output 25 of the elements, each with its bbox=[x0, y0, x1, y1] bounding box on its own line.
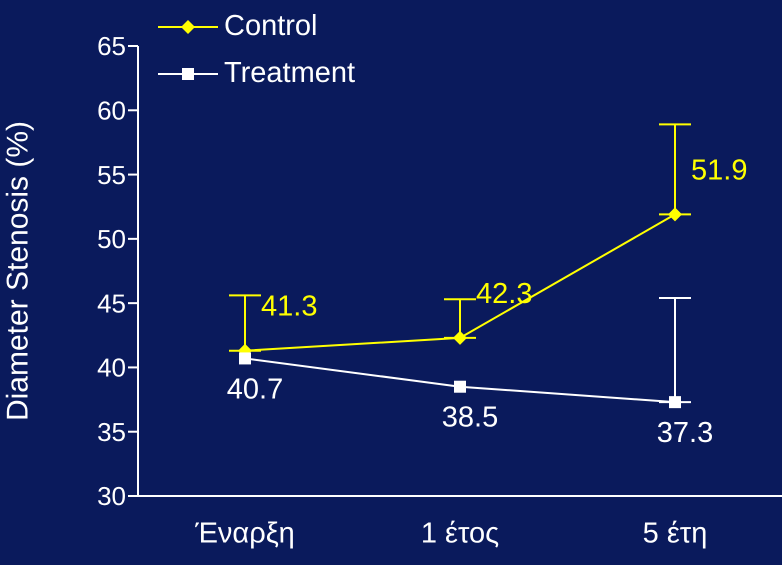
legend-label: Control bbox=[224, 10, 318, 43]
data-label: 41.3 bbox=[261, 290, 318, 323]
y-tick-label: 65 bbox=[97, 31, 126, 62]
y-tick-label: 30 bbox=[97, 481, 126, 512]
x-tick-label: Έναρξη bbox=[194, 518, 295, 550]
x-tick-label: 1 έτος bbox=[420, 518, 500, 550]
data-label: 37.3 bbox=[656, 417, 714, 450]
point bbox=[668, 207, 682, 222]
data-label: 42.3 bbox=[476, 278, 532, 310]
x-tick-label: 5 έτη bbox=[642, 518, 708, 550]
data-label: 51.9 bbox=[691, 154, 748, 186]
y-axis-title: Diameter Stenosis (%) bbox=[2, 120, 35, 422]
y-tick-label: 55 bbox=[97, 160, 126, 190]
data-label: 40.7 bbox=[226, 373, 284, 406]
legend-label: Treatment bbox=[224, 57, 356, 90]
y-tick-label: 35 bbox=[97, 416, 126, 447]
point bbox=[669, 396, 681, 408]
y-tick-label: 50 bbox=[97, 224, 126, 254]
point bbox=[239, 352, 251, 364]
y-tick-label: 40 bbox=[97, 352, 126, 383]
point bbox=[454, 380, 466, 393]
y-tick-label: 60 bbox=[97, 96, 126, 126]
data-label: 38.5 bbox=[442, 402, 498, 434]
y-tick-label: 45 bbox=[97, 288, 126, 318]
point bbox=[453, 330, 467, 345]
